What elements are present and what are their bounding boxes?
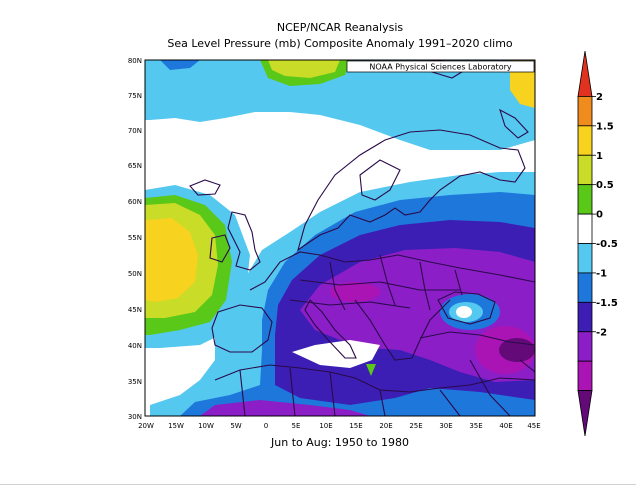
deep-low-center <box>499 338 535 362</box>
colorbar-segment-1 <box>577 96 593 127</box>
iceland-coast <box>189 179 221 196</box>
uk-coast <box>227 211 261 271</box>
lat-label-45n: 45N <box>128 306 142 314</box>
scandinavia-coast <box>297 129 526 252</box>
eastern-border-2 <box>289 279 460 309</box>
africa-border <box>239 367 386 416</box>
colorbar-label-7: -1.5 <box>596 298 618 309</box>
north-africa-coast <box>214 364 535 393</box>
lon-label-5w: 5W <box>230 422 241 430</box>
positive-marker-malta <box>366 364 376 376</box>
northeast-blue <box>160 60 200 70</box>
lon-label-10w: 10W <box>198 422 214 430</box>
lon-label-5e: 5E <box>292 422 301 430</box>
colorbar-segment-4 <box>577 184 593 215</box>
continental-coast <box>249 251 535 291</box>
colorbar-segment-6 <box>577 243 593 274</box>
scandinavia-inland <box>359 159 401 201</box>
lat-label-40n: 40N <box>128 342 142 350</box>
map-frame <box>144 59 536 417</box>
date-range: Jun to Aug: 1950 to 1980 <box>271 436 409 449</box>
colorbar-segment-2 <box>577 125 593 156</box>
mediterranean-neutral <box>292 340 380 368</box>
latitude-axis: 80N 75N 70N 65N 60N 55N 50N 45N 40N 35N … <box>128 57 142 421</box>
lon-label-0: 0 <box>264 422 268 430</box>
colorbar-label-6: -1 <box>596 268 607 279</box>
anatolia-coast <box>419 331 535 346</box>
lon-label-30e: 30E <box>439 422 452 430</box>
lat-label-65n: 65N <box>128 162 142 170</box>
south-negative-strip <box>200 400 370 416</box>
colorbar-segment-3 <box>577 154 593 186</box>
arctic-negative-band <box>145 60 535 150</box>
atlantic-positive-yellow <box>145 218 198 302</box>
colorbar-segment-5 <box>577 213 593 244</box>
title-line-2: Sea Level Pressure (mb) Composite Anomal… <box>167 37 513 50</box>
italy-coast <box>304 299 357 359</box>
lab-badge <box>346 60 535 73</box>
eastern-border-1 <box>329 254 463 311</box>
colorbar: 2 1.5 1 0.5 0 -0.5 -1 -1.5 -2 <box>577 50 618 437</box>
colorbar-segment-0 <box>577 50 593 97</box>
lat-label-70n: 70N <box>128 127 142 135</box>
colorbar-segment-9 <box>577 331 593 362</box>
lat-label-30n: 30N <box>128 413 142 421</box>
lat-label-60n: 60N <box>128 198 142 206</box>
balkans-coast <box>354 299 451 361</box>
lon-label-15e: 15E <box>349 422 362 430</box>
colorbar-label-4: 0 <box>596 210 603 221</box>
lat-label-80n: 80N <box>128 57 142 65</box>
lon-label-15w: 15W <box>168 422 184 430</box>
lon-label-45e: 45E <box>527 422 540 430</box>
black-sea-pocket-white <box>456 306 472 318</box>
colorbar-label-3: 0.5 <box>596 180 614 191</box>
colorbar-label-5: -0.5 <box>596 239 618 250</box>
lat-label-55n: 55N <box>128 234 142 242</box>
colorbar-label-1: 1.5 <box>596 121 614 132</box>
black-sea-coast <box>437 291 496 325</box>
anomaly-fields <box>145 60 535 416</box>
lat-label-35n: 35N <box>128 378 142 386</box>
lat-label-50n: 50N <box>128 270 142 278</box>
lab-badge-text: NOAA Physical Sciences Laboratory <box>369 63 512 72</box>
bottom-divider <box>0 484 636 485</box>
colorbar-label-8: -2 <box>596 327 607 338</box>
lat-label-75n: 75N <box>128 92 142 100</box>
novaya-zemlya-coast <box>499 108 529 139</box>
lon-label-10e: 10E <box>319 422 332 430</box>
colorbar-segment-10 <box>577 360 593 391</box>
lon-label-40e: 40E <box>499 422 512 430</box>
arctic-positive-yellowgreen <box>268 60 340 78</box>
title-line-1: NCEP/NCAR Reanalysis <box>276 21 404 34</box>
lon-label-20e: 20E <box>379 422 392 430</box>
colorbar-label-0: 2 <box>596 92 603 103</box>
longitude-axis: 20W 15W 10W 5W 0 5E 10E 15E 20E 25E 30E … <box>138 422 541 430</box>
lon-label-20w: 20W <box>138 422 154 430</box>
ireland-coast <box>209 234 231 263</box>
colorbar-label-2: 1 <box>596 151 603 162</box>
coastlines <box>189 60 535 416</box>
iberia-coast <box>211 304 273 353</box>
middle-east-border <box>439 359 535 416</box>
magenta-center-central <box>330 282 380 302</box>
colorbar-segment-8 <box>577 301 593 333</box>
colorbar-segment-7 <box>577 272 593 303</box>
lon-label-25e: 25E <box>409 422 422 430</box>
colorbar-segment-11 <box>577 390 593 437</box>
lon-label-35e: 35E <box>469 422 482 430</box>
